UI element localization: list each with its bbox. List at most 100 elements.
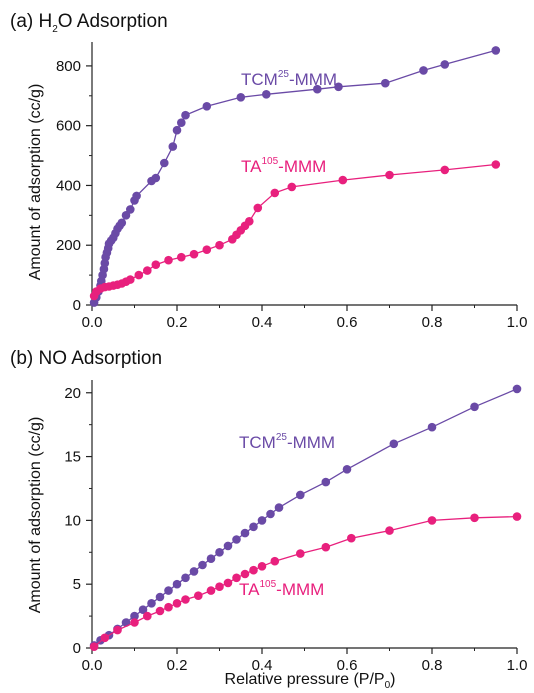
panel-a-y-tick-label: 200	[56, 237, 81, 254]
panel-b-x-tick-label: 0.4	[252, 657, 273, 674]
panel-a-data-point-ta	[177, 252, 186, 262]
panel-a-data-point-ta	[338, 175, 348, 185]
panel-a-data-point-ta	[440, 165, 450, 175]
panel-a-series	[89, 46, 501, 307]
panel-a-data-point-ta	[385, 170, 394, 180]
panel-a-x-tick-label: 0.0	[82, 314, 103, 331]
panel-a-data-point-ta	[253, 203, 263, 213]
panel-a-data-point-tcm	[202, 102, 212, 111]
panel-b-data-point-tcm	[189, 567, 199, 576]
panel-a-y-tick-label: 400	[56, 177, 81, 194]
panel-b-data-point-tcm	[512, 384, 522, 394]
panel-a-y-tick-label: 0	[73, 297, 81, 314]
panel-a-data-point-ta	[151, 260, 161, 270]
panel-b-data-point-ta	[206, 586, 216, 595]
panel-b-axes: 0.0 0.2 0.4 0.6 0.8 1.0 0 5 10 15 20	[64, 380, 527, 674]
panel-b-data-point-ta	[194, 591, 203, 600]
panel-b-data-point-tcm	[164, 586, 173, 595]
panel-a-data-point-ta	[189, 249, 199, 259]
panel-a-data-point-tcm	[236, 93, 246, 102]
panel-b-data-point-tcm	[389, 439, 399, 449]
panel-b-data-point-tcm	[223, 541, 233, 551]
panel-a-data-point-tcm	[132, 191, 141, 201]
panel-b-data-point-tcm	[296, 490, 305, 500]
panel-b-y-tick-label: 15	[64, 449, 81, 466]
panel-b-data-point-tcm	[232, 535, 241, 544]
panel-b-series-label-ta: TA105-MMM	[239, 579, 324, 599]
panel-a-data-point-tcm	[491, 46, 501, 55]
panel-a-data-point-ta	[164, 255, 173, 265]
panel-b-data-point-tcm	[240, 528, 250, 538]
panel-a-data-point-ta	[270, 188, 280, 198]
panel-a-data-point-ta	[143, 266, 152, 275]
panel-b-data-point-tcm	[266, 509, 275, 519]
panel-b-data-point-ta	[181, 595, 190, 604]
panel-a-data-point-tcm	[440, 60, 450, 69]
panel-b-data-point-ta	[223, 578, 233, 588]
panel-b-series-line-tcm	[93, 388, 518, 646]
panel-a-data-point-tcm	[172, 125, 182, 135]
panel-a-data-point-tcm	[181, 110, 190, 120]
panel-a-data-point-tcm	[121, 211, 131, 220]
panel-b-data-point-tcm	[172, 579, 182, 589]
panel-b-x-tick-label: 1.0	[507, 657, 528, 674]
panel-a-data-point-tcm	[177, 118, 186, 127]
panel-a-x-tick-label: 1.0	[507, 314, 528, 331]
panel-b-data-point-ta	[270, 556, 280, 566]
panel-a-series-label-tcm: TCM25-MMM	[241, 69, 337, 89]
panel-b-data-point-ta	[257, 562, 267, 571]
panel-b-data-point-tcm	[138, 605, 148, 614]
panel-a-x-tick-label: 0.2	[167, 314, 188, 331]
panel-b-data-point-ta	[143, 611, 152, 621]
panel-b-y-tick-label: 5	[73, 576, 81, 593]
panel-b-data-point-tcm	[257, 516, 267, 525]
panel-b-x-tick-label: 0.6	[337, 657, 358, 674]
panel-b-data-point-ta	[172, 599, 182, 608]
panel-a-x-tick-label: 0.8	[422, 314, 443, 331]
panel-b-y-tick-label: 10	[64, 512, 81, 529]
panel-b-data-point-tcm	[215, 548, 224, 557]
panel-b-y-tick-label: 0	[73, 640, 81, 657]
panel-b-series	[89, 384, 522, 651]
panel-a-data-point-tcm	[381, 78, 390, 88]
panel-b-data-point-ta	[249, 565, 258, 575]
panel-b-data-point-tcm	[206, 554, 216, 563]
panel-a-data-point-tcm	[419, 66, 428, 75]
panel-b-data-point-ta	[215, 582, 224, 591]
panel-a-ylabel: Amount of adsorption (cc/g)	[27, 84, 44, 281]
panel-a-data-point-tcm	[262, 90, 271, 99]
panel-a-title: (a) H2O Adsorption	[10, 11, 168, 35]
panel-b-data-point-ta	[385, 526, 394, 535]
panel-b-data-point-ta	[100, 633, 110, 643]
panel-a-data-point-ta	[245, 217, 254, 226]
panel-b-data-point-ta	[240, 569, 250, 579]
panel-a-y-tick-label: 600	[56, 118, 81, 135]
panel-b-data-point-ta	[113, 625, 122, 635]
panel-a-data-point-ta	[134, 270, 144, 280]
panel-a-data-point-ta	[215, 240, 224, 250]
panel-a-data-point-ta	[287, 182, 297, 192]
panel-b-data-point-ta	[512, 512, 522, 521]
panel-a-data-point-tcm	[334, 82, 343, 92]
panel-a: (a) H2O Adsorption Amount of adsorption …	[10, 11, 527, 331]
panel-b-data-point-ta	[89, 642, 99, 651]
panel-b-data-point-tcm	[321, 477, 331, 487]
panel-b-data-point-tcm	[470, 402, 479, 412]
panel-a-x-tick-label: 0.6	[337, 314, 358, 331]
panel-b-data-point-ta	[155, 606, 165, 616]
panel-b-data-point-ta	[321, 542, 331, 552]
panel-a-data-point-tcm	[160, 158, 169, 168]
panel-b-x-tick-label: 0.2	[167, 657, 188, 674]
panel-a-data-point-ta	[491, 160, 501, 169]
panel-a-data-point-ta	[126, 275, 135, 284]
panel-b-data-point-tcm	[342, 465, 352, 474]
panel-b-series-label-tcm: TCM25-MMM	[239, 432, 335, 452]
panel-b-data-point-tcm	[147, 599, 156, 608]
panel-b-data-point-tcm	[198, 560, 207, 570]
panel-b-x-tick-label: 0.8	[422, 657, 443, 674]
panel-b-data-point-tcm	[181, 573, 190, 583]
panel-b-x-tick-label: 0.0	[82, 657, 103, 674]
panel-b-data-point-tcm	[130, 611, 139, 621]
panel-b: (b) NO Adsorption Amount of adsorption (…	[10, 348, 527, 691]
